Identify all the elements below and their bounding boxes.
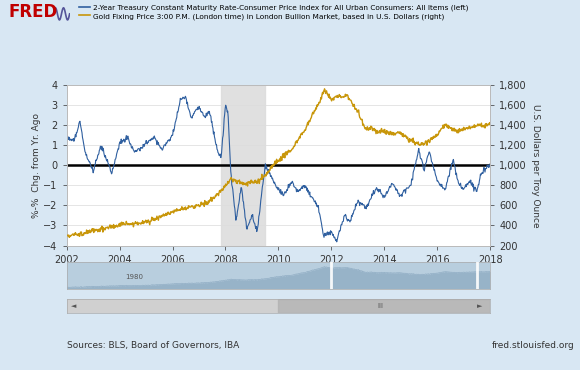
Y-axis label: %-%  Chg. from Yr. Ago: %-% Chg. from Yr. Ago [31,113,41,218]
Legend: 2-Year Treasury Constant Maturity Rate-Consumer Price Index for All Urban Consum: 2-Year Treasury Constant Maturity Rate-C… [79,4,469,20]
Text: ◄: ◄ [71,303,77,309]
Text: III: III [377,303,383,309]
Text: 1980: 1980 [125,274,143,280]
Text: fred.stlouisfed.org: fred.stlouisfed.org [491,341,574,350]
Text: FRED: FRED [9,3,58,21]
Text: ►: ► [477,303,483,309]
Bar [278,299,490,313]
Text: Sources: BLS, Board of Governors, IBA: Sources: BLS, Board of Governors, IBA [67,341,239,350]
Y-axis label: U.S. Dollars per Troy Ounce: U.S. Dollars per Troy Ounce [531,104,540,227]
Bar [221,85,265,246]
